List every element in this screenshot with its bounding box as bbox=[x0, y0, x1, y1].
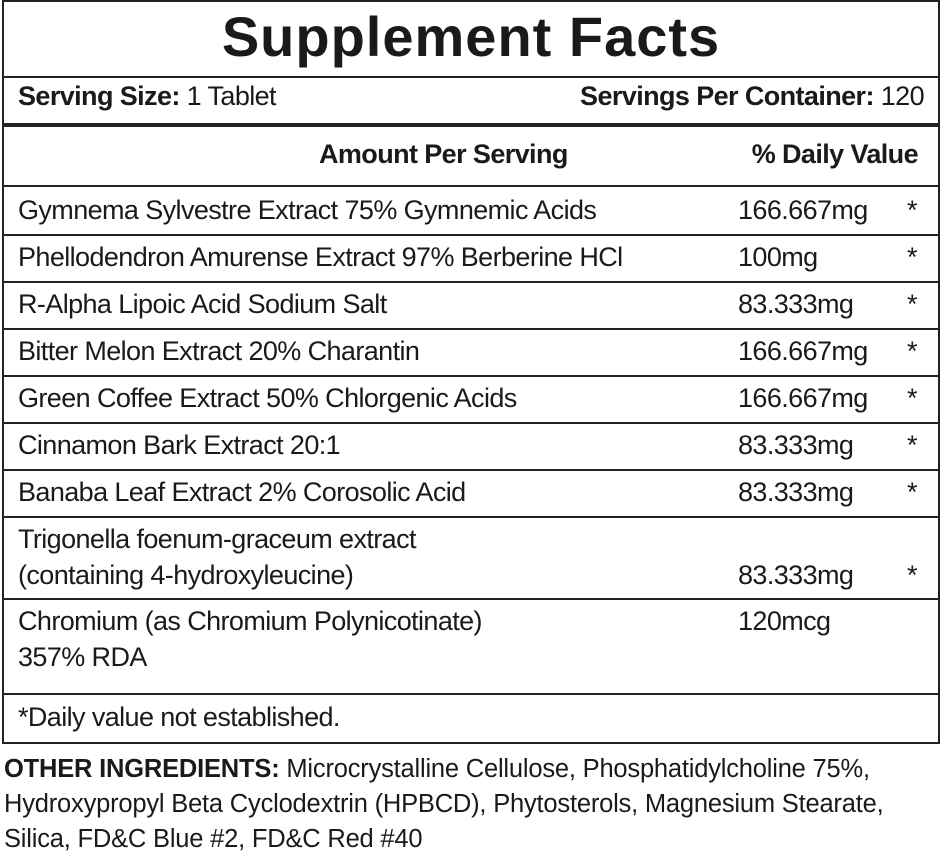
row-name-2: (containing 4-hydroxyleucine) bbox=[18, 560, 354, 590]
row-dv: * bbox=[907, 383, 918, 413]
rule bbox=[4, 422, 938, 424]
row-name: Bitter Melon Extract 20% Charantin bbox=[18, 336, 420, 366]
row-name: Phellodendron Amurense Extract 97% Berbe… bbox=[18, 242, 623, 272]
row-dv: * bbox=[907, 430, 918, 460]
value: 120 bbox=[880, 81, 925, 111]
row-dv: * bbox=[907, 336, 918, 366]
row-dv: * bbox=[907, 195, 918, 225]
title: Supplement Facts bbox=[221, 5, 721, 68]
value: 1 Tablet bbox=[186, 81, 277, 111]
row-name: Trigonella foenum-graceum extract bbox=[18, 524, 416, 554]
row-dv: * bbox=[907, 289, 918, 319]
row-name: R-Alpha Lipoic Acid Sodium Salt bbox=[18, 289, 387, 319]
header-daily-value: % Daily Value bbox=[751, 139, 919, 169]
row-name: Green Coffee Extract 50% Chlorgenic Acid… bbox=[18, 383, 517, 413]
other-ingredients: OTHER INGREDIENTS: Microcrystalline Cell… bbox=[4, 752, 944, 857]
footnote: *Daily value not established. bbox=[18, 702, 340, 732]
facts-panel: Supplement Facts Serving Size: 1 Tablet … bbox=[2, 0, 940, 744]
row-amount: 100mg bbox=[738, 242, 818, 272]
row-name: Chromium (as Chromium Polynicotinate) bbox=[18, 606, 483, 636]
row-name: Cinnamon Bark Extract 20:1 bbox=[18, 430, 341, 460]
text: Microcrystalline Cellulose, Phosphatidyl… bbox=[4, 755, 884, 853]
label: OTHER INGREDIENTS: bbox=[4, 755, 280, 783]
rule bbox=[4, 234, 938, 236]
rule bbox=[4, 281, 938, 283]
rule bbox=[4, 328, 938, 330]
header-amount: Amount Per Serving bbox=[319, 139, 568, 169]
row-dv: * bbox=[907, 477, 918, 507]
row-name: Banaba Leaf Extract 2% Corosolic Acid bbox=[18, 477, 466, 507]
serving-size: Serving Size: 1 Tablet bbox=[18, 81, 277, 112]
row-amount: 83.333mg bbox=[738, 560, 854, 590]
row-amount: 120mcg bbox=[738, 606, 831, 636]
rule bbox=[4, 123, 938, 127]
label: Servings Per Container: bbox=[580, 81, 874, 111]
servings-per-container: Servings Per Container: 120 bbox=[580, 81, 925, 112]
rule bbox=[4, 516, 938, 518]
rule bbox=[4, 76, 938, 78]
row-dv: * bbox=[907, 242, 918, 272]
row-name-2: 357% RDA bbox=[18, 642, 147, 672]
row-amount: 166.667mg bbox=[738, 336, 868, 366]
row-name: Gymnema Sylvestre Extract 75% Gymnemic A… bbox=[18, 195, 597, 225]
rule bbox=[4, 598, 938, 600]
rule bbox=[4, 185, 938, 187]
rule bbox=[4, 469, 938, 471]
row-amount: 166.667mg bbox=[738, 383, 868, 413]
rule bbox=[4, 693, 938, 695]
row-amount: 83.333mg bbox=[738, 289, 854, 319]
row-amount: 166.667mg bbox=[738, 195, 868, 225]
rule bbox=[4, 375, 938, 377]
row-dv: * bbox=[907, 560, 918, 590]
row-amount: 83.333mg bbox=[738, 430, 854, 460]
label: Serving Size: bbox=[18, 81, 180, 111]
row-amount: 83.333mg bbox=[738, 477, 854, 507]
